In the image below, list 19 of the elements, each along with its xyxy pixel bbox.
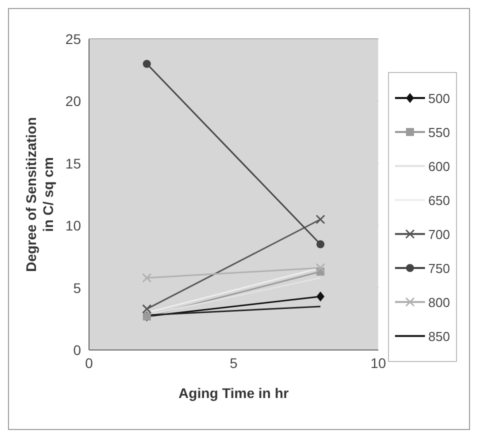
legend-label: 850 — [428, 328, 450, 344]
legend-label: 600 — [428, 158, 450, 174]
y-tick-label: 10 — [65, 218, 82, 234]
y-tick-label: 25 — [65, 30, 82, 47]
x-tick-label: 0 — [85, 354, 94, 371]
y-tick-label: 15 — [65, 155, 82, 172]
x-tick-label: 10 — [370, 354, 386, 371]
legend-label: 550 — [428, 124, 450, 140]
legend-label: 700 — [428, 226, 450, 242]
legend-label: 650 — [428, 192, 450, 208]
legend-label: 800 — [428, 294, 450, 310]
x-tick-label: 5 — [230, 354, 238, 371]
y-tick-label: 5 — [73, 280, 82, 296]
y-tick-label: 20 — [65, 93, 82, 110]
x-axis-title: Aging Time in hr — [178, 385, 290, 401]
y-tick-label: 0 — [73, 342, 82, 358]
legend-label: 500 — [428, 90, 450, 106]
y-axis-title: Degree of Sensitization in C/ sq cm — [23, 117, 56, 272]
legend-label: 750 — [428, 260, 450, 276]
